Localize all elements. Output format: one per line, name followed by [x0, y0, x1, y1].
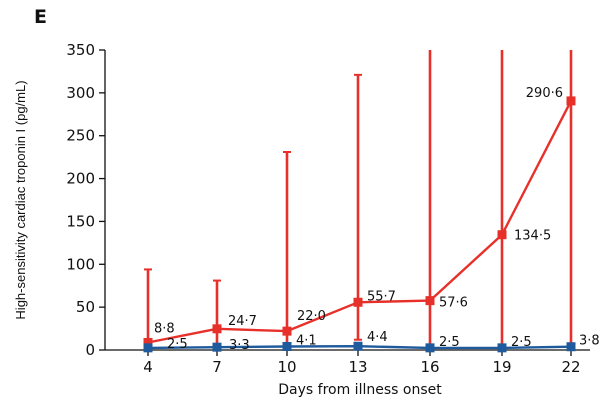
data-label: 8·8 — [154, 321, 175, 336]
data-label: 3·3 — [229, 338, 250, 353]
y-tick-label: 350 — [66, 41, 95, 59]
data-labels: 8·8 24·7 22·0 55·7 57·6 134·5 290·6 2·5 3·3 4·1 4·… — [154, 86, 600, 353]
data-point — [143, 337, 153, 347]
data-point — [566, 342, 576, 352]
x-tick-label: 19 — [492, 358, 511, 376]
x-tick-label: 10 — [277, 358, 296, 376]
data-label: 2·5 — [167, 337, 188, 352]
panel-letter: E — [34, 6, 47, 28]
data-label: 24·7 — [228, 314, 257, 329]
data-point — [212, 342, 222, 352]
data-label: 290·6 — [526, 86, 563, 101]
data-point — [425, 343, 435, 353]
data-label: 134·5 — [514, 229, 551, 244]
data-point — [282, 341, 292, 351]
y-tick-label: 150 — [66, 212, 95, 230]
data-label: 55·7 — [367, 289, 396, 304]
y-tick-label: 300 — [66, 84, 95, 102]
data-point — [566, 96, 576, 106]
data-point — [497, 343, 507, 353]
data-point — [497, 230, 507, 240]
y-tick-label: 250 — [66, 127, 95, 145]
series-markers — [143, 96, 576, 353]
data-label: 57·6 — [439, 296, 468, 311]
x-axis-title: Days from illness onset — [278, 382, 442, 398]
x-tick-label: 13 — [348, 358, 367, 376]
data-label: 22·0 — [297, 309, 326, 324]
data-label: 4·4 — [367, 330, 388, 345]
data-point — [282, 326, 292, 336]
x-tick-label: 7 — [212, 358, 222, 376]
data-point — [353, 297, 363, 307]
data-point — [212, 324, 222, 334]
x-tick-label: 4 — [143, 358, 153, 376]
y-tick-label: 100 — [66, 255, 95, 273]
data-point — [425, 296, 435, 306]
data-label: 4·1 — [296, 333, 317, 348]
axes: 0 50 100 150 200 250 300 350 4 7 10 13 16 19 22 — [66, 41, 590, 376]
x-tick-label: 16 — [420, 358, 439, 376]
data-label: 2·5 — [511, 335, 532, 350]
y-tick-label: 0 — [85, 341, 95, 359]
x-tick-label: 22 — [561, 358, 580, 376]
y-tick-label: 200 — [66, 170, 95, 188]
data-point — [143, 343, 153, 353]
data-label: 3·8 — [579, 334, 600, 349]
data-label: 2·5 — [439, 335, 460, 350]
error-bars — [144, 50, 573, 350]
data-point — [353, 341, 363, 351]
series-lines — [147, 100, 573, 350]
y-axis-title: High-sensitivity cardiac troponin I (pg/… — [13, 80, 28, 319]
y-tick-label: 50 — [76, 298, 95, 316]
